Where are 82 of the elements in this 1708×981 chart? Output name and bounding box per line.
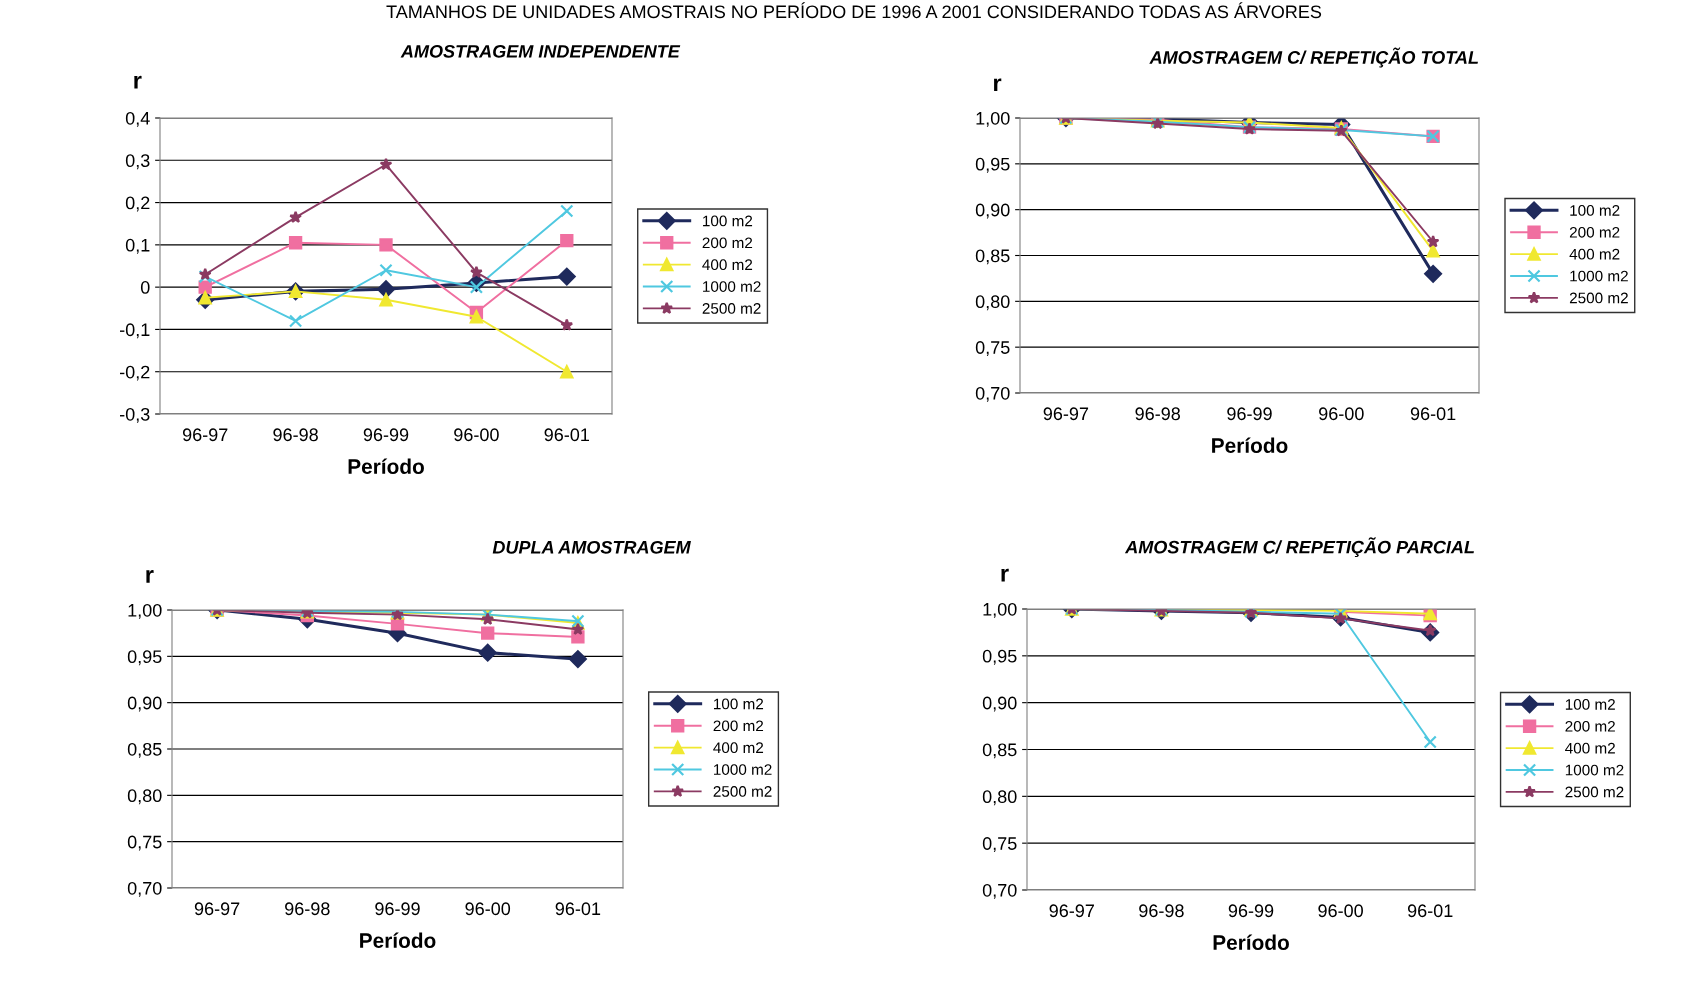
x-tick-label: 96-99 — [1228, 904, 1274, 918]
legend-label: 400 m2 — [1569, 248, 1620, 260]
legend-label: 2500 m2 — [713, 786, 772, 797]
x-tick-label: 96-97 — [182, 428, 228, 442]
x-tick-label: 96-00 — [465, 902, 511, 916]
legend-label: 1000 m2 — [1565, 764, 1624, 776]
x-tick-label: 96-98 — [285, 902, 330, 916]
x-tick-label: 96-98 — [1139, 904, 1184, 918]
legend-label: 200 m2 — [1565, 720, 1615, 732]
x-tick-label: 96-00 — [1318, 904, 1363, 918]
y-tick-label: 0,4 — [125, 111, 150, 127]
y-tick-label: 0,1 — [125, 238, 150, 254]
legend-label: 2500 m2 — [1565, 786, 1624, 798]
x-tick-label: 96-97 — [1049, 904, 1094, 918]
chart-title: DUPLA AMOSTRAGEM — [492, 540, 691, 554]
y-tick-label: 0,70 — [975, 386, 1010, 402]
x-tick-label: 96-01 — [555, 902, 601, 916]
legend-label: 2500 m2 — [702, 303, 761, 314]
y-tick-label: 0,95 — [982, 649, 1017, 665]
y-tick-label: 1,00 — [128, 603, 162, 619]
y-tick-label: 0,80 — [982, 790, 1017, 806]
y-tick-label: -0,3 — [119, 407, 150, 423]
x-axis-title: Período — [1213, 934, 1289, 950]
y-tick-label: 0,70 — [127, 881, 162, 897]
legend-label: 2500 m2 — [1569, 292, 1628, 304]
x-axis-title: Período — [1212, 437, 1288, 453]
y-tick-label: 0,75 — [127, 835, 162, 851]
x-tick-label: 96-99 — [1227, 407, 1272, 421]
legend-label: 100 m2 — [1570, 205, 1620, 216]
legend-label: 400 m2 — [702, 259, 753, 271]
y-tick-label: 0 — [140, 281, 150, 294]
legend-label: 200 m2 — [713, 720, 764, 732]
chart-title: AMOSTRAGEM C/ REPETIÇÃO TOTAL — [1149, 47, 1478, 68]
x-axis-title: Período — [360, 932, 436, 948]
y-axis-title: r — [134, 75, 142, 89]
chart-title: AMOSTRAGEM INDEPENDENTE — [400, 44, 681, 58]
x-tick-label: 96-98 — [273, 428, 318, 442]
chart-title: AMOSTRAGEM C/ REPETIÇÃO PARCIAL — [1124, 537, 1474, 558]
y-tick-label: 0,85 — [982, 743, 1017, 759]
y-axis-title: r — [994, 78, 1002, 92]
x-tick-label: 96-99 — [375, 902, 420, 916]
text: TAMANHOS DE UNIDADES AMOSTRAIS NO PERÍODO DE 1996 A 2001 CONSIDERANDO TODAS AS ÁRVORES — [386, 2, 1322, 19]
legend-label: 1000 m2 — [1570, 270, 1628, 282]
legend-label: 100 m2 — [1565, 699, 1615, 710]
x-tick-label: 96-97 — [194, 902, 240, 916]
legend-label: 400 m2 — [1565, 742, 1615, 754]
y-tick-label: 0,3 — [125, 154, 150, 170]
legend-label: 400 m2 — [713, 742, 764, 754]
y-tick-label: 0,85 — [975, 249, 1010, 265]
x-tick-label: 96-01 — [544, 428, 590, 442]
legend-label: 100 m2 — [703, 215, 753, 227]
x-axis-title: Período — [348, 458, 424, 474]
y-tick-label: -0,2 — [119, 365, 150, 381]
y-tick-label: 0,90 — [982, 696, 1017, 712]
y-tick-label: 0,75 — [982, 837, 1017, 853]
y-tick-label: 1,00 — [983, 602, 1017, 618]
x-tick-label: 96-01 — [1410, 407, 1456, 421]
y-tick-label: 0,80 — [127, 789, 162, 805]
legend-label: 1000 m2 — [703, 281, 761, 292]
y-tick-label: 1,00 — [976, 111, 1010, 127]
y-tick-label: 0,75 — [975, 341, 1010, 357]
y-tick-label: 0,95 — [127, 650, 162, 666]
y-tick-label: 0,90 — [975, 203, 1010, 219]
x-tick-label: 96-99 — [363, 428, 409, 442]
x-tick-label: 96-98 — [1135, 407, 1181, 421]
y-tick-label: 0,85 — [127, 742, 162, 758]
y-axis-title: r — [146, 570, 154, 583]
y-tick-label: -0,1 — [119, 323, 150, 339]
y-tick-label: 0,70 — [982, 883, 1017, 899]
y-tick-label: 0,80 — [975, 295, 1010, 311]
y-tick-label: 0,95 — [975, 157, 1010, 173]
legend-label: 1000 m2 — [714, 764, 772, 775]
legend-label: 100 m2 — [714, 698, 764, 710]
y-axis-title: r — [1001, 568, 1009, 582]
legend-label: 200 m2 — [702, 237, 753, 249]
legend-label: 200 m2 — [1569, 226, 1620, 238]
x-tick-label: 96-97 — [1043, 407, 1089, 421]
x-tick-label: 96-00 — [454, 428, 499, 442]
y-tick-label: 0,90 — [127, 696, 162, 712]
y-tick-label: 0,2 — [125, 196, 150, 212]
x-tick-label: 96-00 — [1319, 407, 1364, 421]
x-tick-label: 96-01 — [1407, 904, 1453, 918]
